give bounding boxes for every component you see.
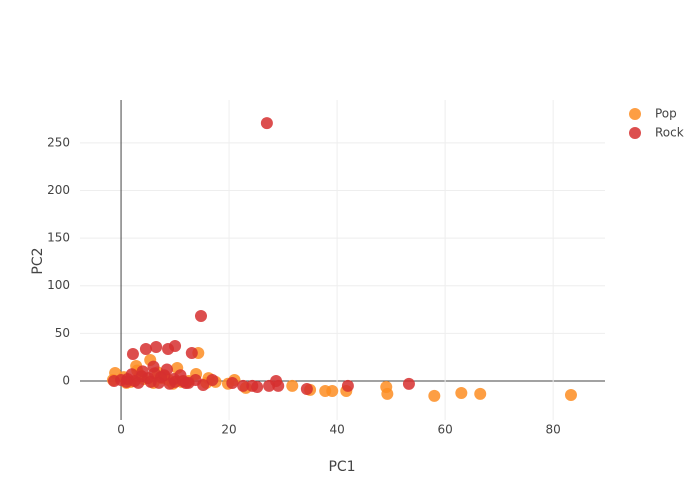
point — [150, 340, 163, 353]
point — [319, 384, 332, 397]
point — [185, 346, 198, 359]
point — [147, 360, 160, 373]
point — [564, 388, 577, 401]
point — [162, 342, 175, 355]
point — [226, 376, 239, 389]
point — [300, 382, 313, 395]
point — [120, 375, 133, 388]
point — [402, 377, 415, 390]
point — [428, 389, 441, 402]
point — [139, 342, 152, 355]
point — [272, 379, 285, 392]
x-tick-label: 80 — [546, 423, 561, 437]
point — [246, 379, 259, 392]
point — [136, 365, 149, 378]
y-tick-label: 0 — [62, 373, 70, 387]
legend-marker[interactable] — [629, 108, 641, 120]
y-tick-label: 150 — [47, 231, 70, 245]
y-axis-label: PC2 — [30, 247, 46, 274]
point — [237, 379, 250, 392]
point — [341, 379, 354, 392]
y-tick-label: 250 — [47, 135, 70, 149]
y-tick-label: 50 — [55, 326, 70, 340]
point — [189, 374, 202, 386]
point — [286, 379, 299, 392]
point — [260, 117, 273, 130]
legend-label[interactable]: Rock — [655, 126, 684, 140]
point — [177, 374, 190, 387]
point — [152, 376, 165, 389]
point — [126, 348, 139, 360]
y-tick-label: 200 — [47, 183, 70, 197]
x-tick-label: 40 — [329, 423, 344, 437]
point — [263, 379, 276, 392]
x-tick-label: 60 — [437, 423, 452, 437]
x-axis-label: PC1 — [328, 459, 355, 475]
legend-marker[interactable] — [629, 127, 641, 139]
point — [474, 387, 487, 400]
point — [163, 377, 176, 390]
x-tick-label: 20 — [221, 423, 236, 437]
point — [455, 386, 468, 399]
point — [132, 376, 145, 389]
x-tick-label: 0 — [117, 423, 125, 437]
point — [380, 380, 393, 393]
legend-label[interactable]: Pop — [655, 107, 677, 121]
y-tick-label: 100 — [47, 278, 70, 292]
point — [206, 374, 219, 386]
point — [194, 310, 207, 322]
